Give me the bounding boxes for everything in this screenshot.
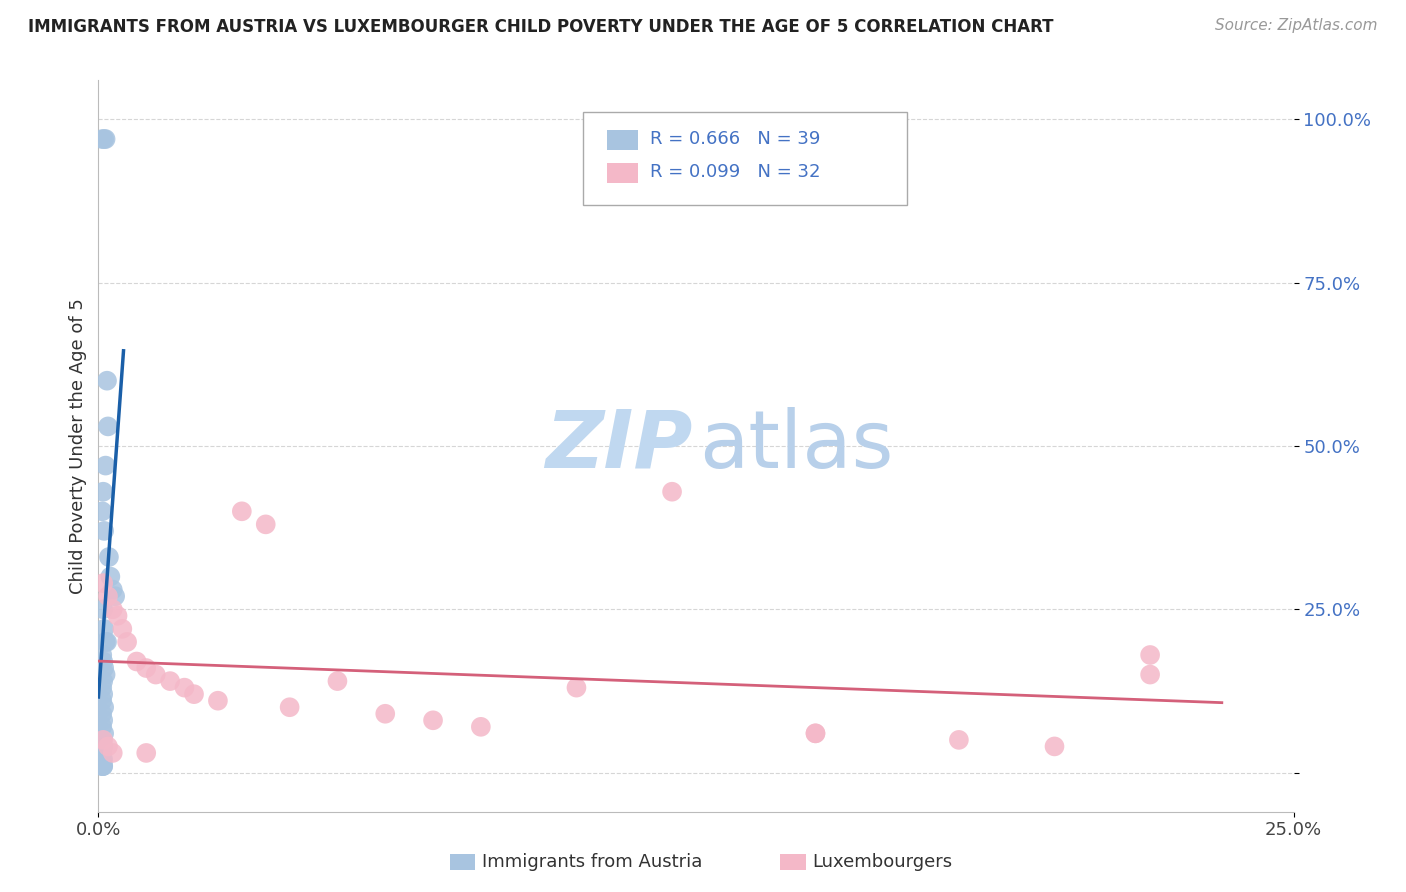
Point bbox=[91, 484, 114, 499]
Text: Immigrants from Austria: Immigrants from Austria bbox=[482, 853, 703, 871]
Point bbox=[91, 655, 114, 669]
Point bbox=[91, 714, 114, 728]
Point bbox=[804, 726, 827, 740]
Point bbox=[97, 589, 120, 603]
Point bbox=[804, 726, 827, 740]
Point bbox=[104, 589, 127, 603]
Point bbox=[254, 517, 277, 532]
Point bbox=[107, 608, 129, 623]
Point bbox=[101, 602, 124, 616]
Point bbox=[91, 759, 114, 773]
Text: atlas: atlas bbox=[700, 407, 894, 485]
Point bbox=[1139, 667, 1161, 681]
Point bbox=[231, 504, 253, 518]
Point bbox=[93, 700, 115, 714]
Text: Luxembourgers: Luxembourgers bbox=[813, 853, 953, 871]
Point bbox=[97, 549, 120, 564]
Point bbox=[183, 687, 205, 701]
Point bbox=[948, 732, 970, 747]
Point bbox=[135, 746, 157, 760]
Point bbox=[94, 635, 117, 649]
Point bbox=[91, 648, 114, 662]
Point bbox=[91, 504, 114, 518]
Point bbox=[96, 374, 118, 388]
Text: R = 0.099   N = 32: R = 0.099 N = 32 bbox=[650, 163, 820, 181]
Point bbox=[91, 687, 114, 701]
Point bbox=[91, 694, 114, 708]
Text: R = 0.666   N = 39: R = 0.666 N = 39 bbox=[650, 130, 820, 148]
Point bbox=[374, 706, 396, 721]
Point bbox=[93, 524, 115, 538]
Point bbox=[125, 655, 148, 669]
Point bbox=[565, 681, 588, 695]
Point bbox=[91, 759, 114, 773]
Point bbox=[91, 674, 114, 689]
Point bbox=[135, 661, 157, 675]
Y-axis label: Child Poverty Under the Age of 5: Child Poverty Under the Age of 5 bbox=[69, 298, 87, 594]
Point bbox=[115, 635, 138, 649]
Point bbox=[93, 132, 115, 146]
Point bbox=[326, 674, 349, 689]
Text: ZIP: ZIP bbox=[546, 407, 692, 485]
Point bbox=[1043, 739, 1066, 754]
Point bbox=[422, 714, 444, 728]
Text: IMMIGRANTS FROM AUSTRIA VS LUXEMBOURGER CHILD POVERTY UNDER THE AGE OF 5 CORRELA: IMMIGRANTS FROM AUSTRIA VS LUXEMBOURGER … bbox=[28, 18, 1053, 36]
Point bbox=[97, 419, 120, 434]
Point bbox=[91, 739, 114, 754]
Point bbox=[91, 752, 114, 766]
Point bbox=[93, 726, 115, 740]
Point bbox=[91, 759, 114, 773]
Point bbox=[91, 759, 114, 773]
Point bbox=[111, 622, 134, 636]
Point bbox=[93, 622, 115, 636]
Point bbox=[101, 746, 124, 760]
Point bbox=[96, 635, 118, 649]
Point bbox=[91, 752, 114, 766]
Point bbox=[145, 667, 167, 681]
Point bbox=[94, 667, 117, 681]
Point bbox=[470, 720, 492, 734]
Point bbox=[159, 674, 181, 689]
Point bbox=[278, 700, 301, 714]
Point bbox=[97, 739, 120, 754]
Point bbox=[91, 746, 114, 760]
Point bbox=[173, 681, 195, 695]
Point bbox=[91, 706, 114, 721]
Point bbox=[91, 732, 114, 747]
Point bbox=[1139, 648, 1161, 662]
Point bbox=[91, 576, 114, 591]
Point bbox=[91, 681, 114, 695]
Text: Source: ZipAtlas.com: Source: ZipAtlas.com bbox=[1215, 18, 1378, 33]
Point bbox=[207, 694, 229, 708]
Point bbox=[91, 132, 114, 146]
Point bbox=[94, 458, 117, 473]
Point bbox=[91, 602, 114, 616]
Point bbox=[101, 582, 124, 597]
Point bbox=[91, 732, 114, 747]
Point bbox=[93, 661, 115, 675]
Point bbox=[98, 569, 122, 583]
Point bbox=[91, 720, 114, 734]
Point bbox=[94, 132, 117, 146]
Point bbox=[661, 484, 683, 499]
